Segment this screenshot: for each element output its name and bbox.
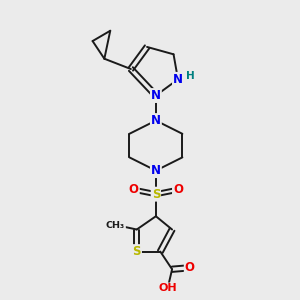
- Text: N: N: [151, 164, 161, 177]
- Text: N: N: [151, 114, 161, 127]
- Text: S: S: [133, 245, 141, 258]
- Text: O: O: [185, 261, 195, 274]
- Text: OH: OH: [158, 284, 177, 293]
- Text: CH₃: CH₃: [106, 220, 125, 230]
- Text: S: S: [152, 188, 160, 201]
- Text: N: N: [151, 89, 161, 102]
- Text: O: O: [129, 183, 139, 196]
- Text: O: O: [173, 183, 183, 196]
- Text: N: N: [173, 73, 183, 86]
- Text: H: H: [186, 71, 195, 81]
